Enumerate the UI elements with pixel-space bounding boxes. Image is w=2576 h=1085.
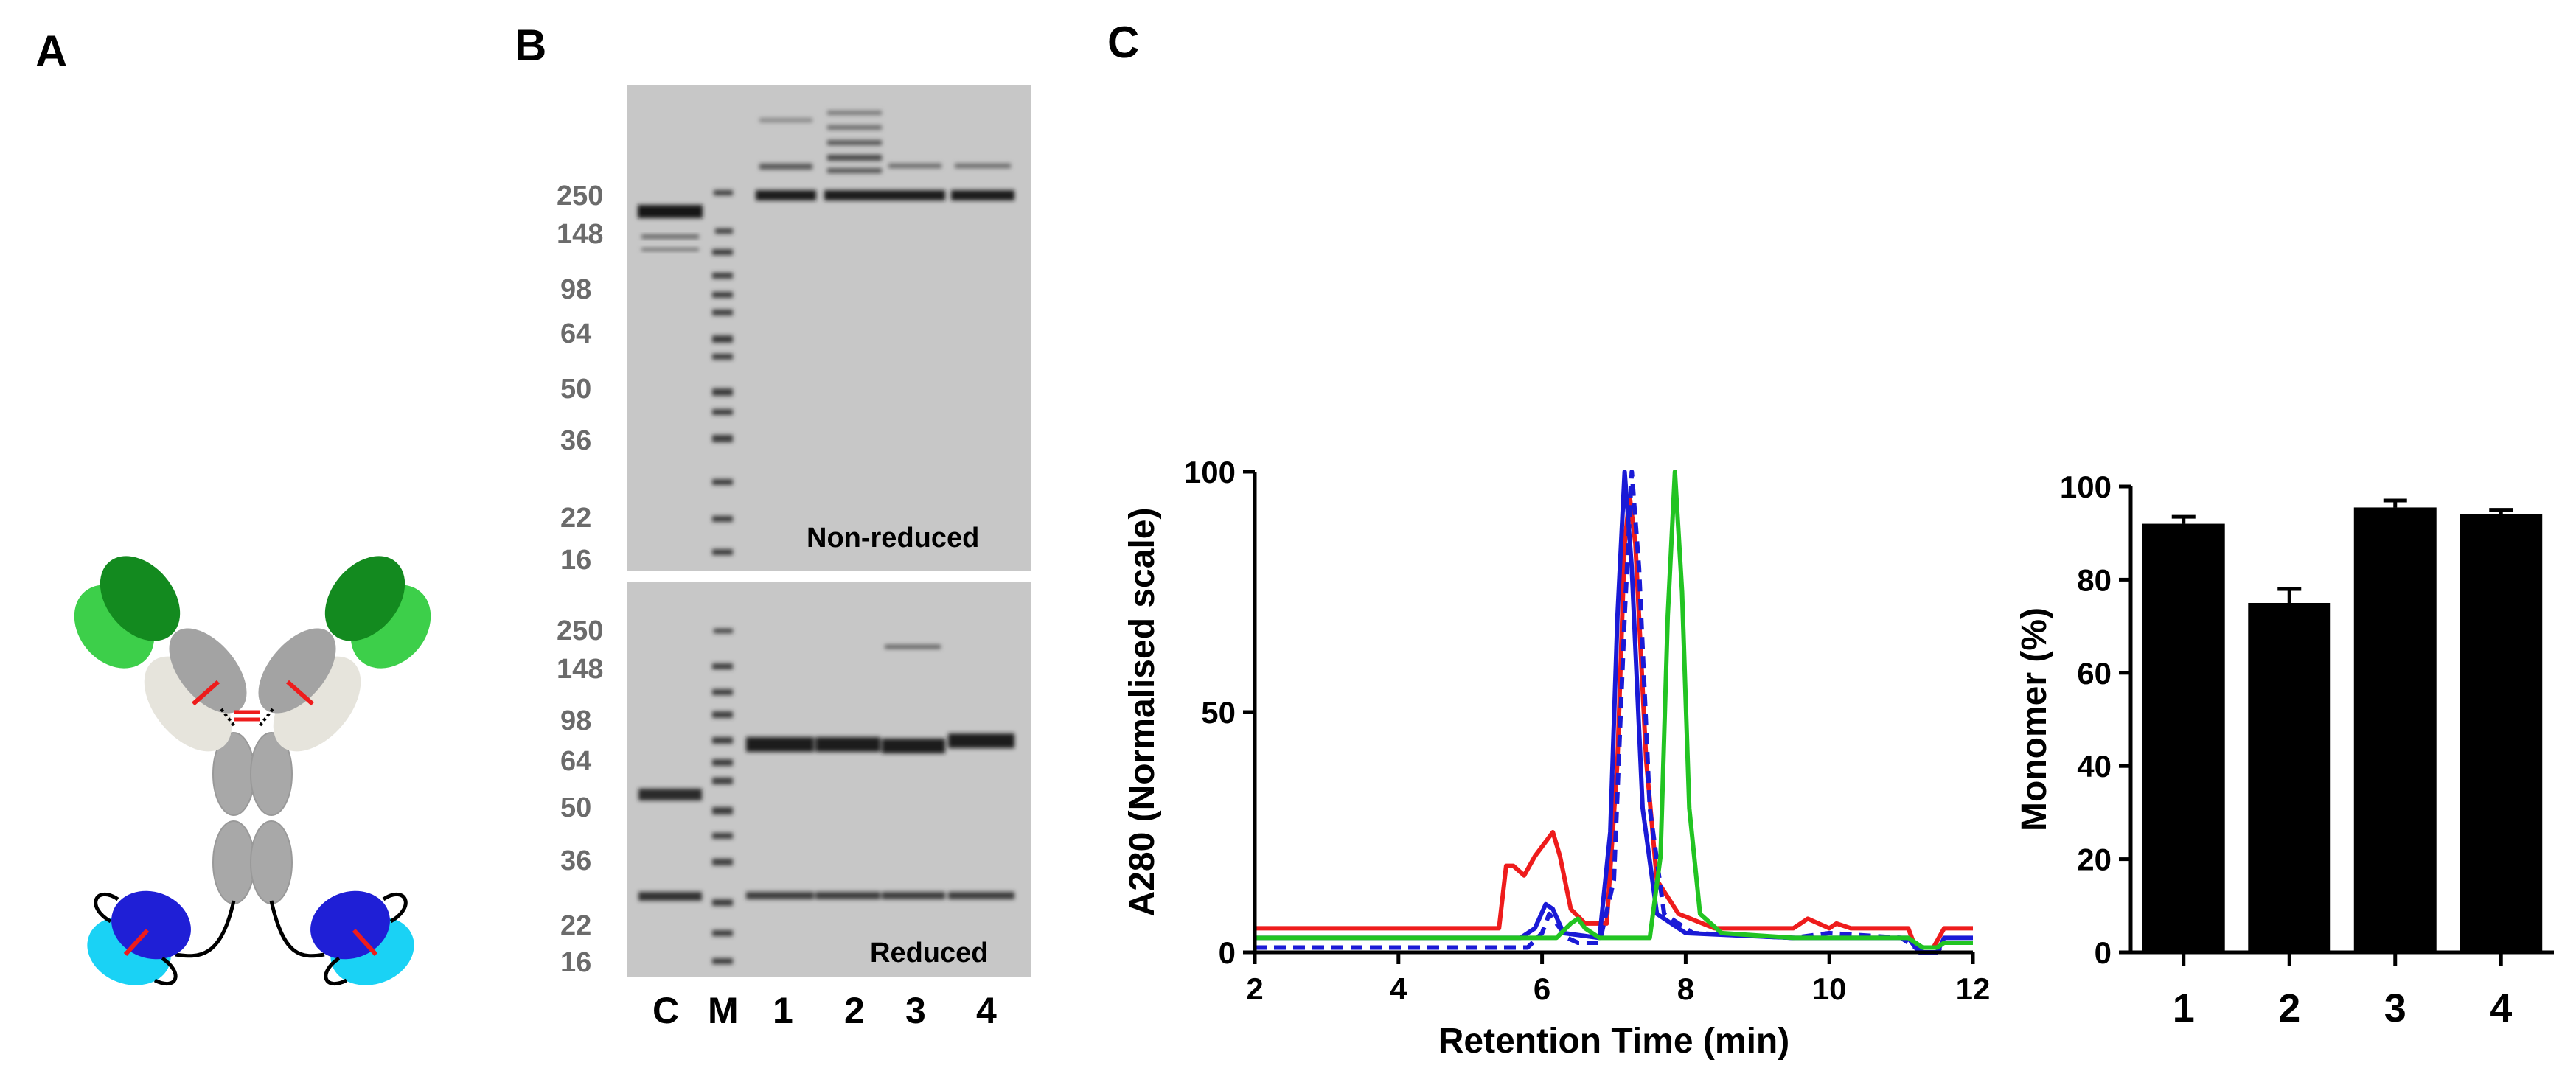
mw-label: 98 bbox=[560, 705, 591, 736]
disulfide-mark-left bbox=[192, 680, 220, 706]
bar-category-label: 4 bbox=[2490, 986, 2512, 1030]
sec-x-tick-label: 6 bbox=[1534, 971, 1550, 1006]
sec-series-line-1 bbox=[1255, 493, 1973, 950]
lane-label-4: 4 bbox=[976, 990, 997, 1031]
mw-labels-nonreduced: 250 148 98 64 50 36 22 16 bbox=[557, 181, 603, 576]
scfv-loop-left bbox=[94, 893, 178, 986]
panel-label-c: C bbox=[1107, 18, 1139, 67]
mw-label: 148 bbox=[557, 219, 603, 250]
bar-y-tick-label: 100 bbox=[2060, 470, 2112, 504]
scfv-loop-right bbox=[324, 893, 408, 986]
bar-category-label: 3 bbox=[2384, 986, 2406, 1030]
bar-y-tick-label: 20 bbox=[2077, 842, 2112, 877]
bar-category-label: 2 bbox=[2278, 986, 2300, 1030]
gel-nr-marker-ladder bbox=[712, 190, 733, 555]
gel-nr-band-c-2 bbox=[641, 234, 699, 239]
gel-nr-band-c-3 bbox=[641, 248, 699, 251]
linker-right bbox=[269, 900, 325, 958]
sec-y-tick-label: 0 bbox=[1219, 935, 1236, 970]
bar-y-axis-title: Monomer (%) bbox=[2015, 607, 2054, 831]
bar-category-label: 1 bbox=[2173, 986, 2195, 1030]
sec-x-axis-title: Retention Time (min) bbox=[1438, 1022, 1789, 1061]
sec-y-tick-label: 50 bbox=[1201, 695, 1236, 730]
sec-x-tick-label: 2 bbox=[1246, 971, 1263, 1006]
bar-1 bbox=[2142, 523, 2225, 952]
mw-label: 250 bbox=[557, 615, 603, 646]
scfv-mark-left bbox=[123, 928, 150, 957]
mw-label: 64 bbox=[560, 318, 591, 349]
mw-label: 98 bbox=[560, 274, 591, 305]
mw-label: 36 bbox=[560, 845, 591, 876]
scfv-heavy-right bbox=[310, 890, 390, 960]
mw-label: 50 bbox=[560, 374, 591, 405]
mw-label: 36 bbox=[560, 425, 591, 456]
linker-left bbox=[175, 900, 236, 958]
lane-label-m: M bbox=[708, 990, 739, 1031]
sec-x-tick-label: 4 bbox=[1390, 971, 1407, 1006]
bar-y-tick-label: 80 bbox=[2077, 562, 2112, 597]
fab-heavy-variable-right bbox=[324, 556, 405, 641]
disulfide-mark-right bbox=[286, 680, 314, 706]
hinge-link-right bbox=[258, 708, 274, 728]
mw-labels-reduced: 250 148 98 64 50 36 22 16 bbox=[557, 615, 603, 978]
panel-label-a: A bbox=[35, 27, 67, 76]
sec-x-tick-label: 12 bbox=[1956, 971, 1991, 1006]
gel-nonreduced-caption: Non-reduced bbox=[807, 523, 979, 554]
lane-label-1: 1 bbox=[773, 990, 793, 1031]
mw-label: 16 bbox=[560, 545, 591, 576]
lane-label-2: 2 bbox=[844, 990, 865, 1031]
scfv-heavy-left bbox=[111, 890, 191, 960]
fc-domain-4 bbox=[250, 820, 293, 904]
bar-y-tick-label: 0 bbox=[2095, 935, 2112, 970]
bar-2 bbox=[2248, 603, 2331, 952]
panel-label-b: B bbox=[515, 21, 546, 70]
hinge-link-left bbox=[220, 708, 236, 728]
sec-x-tick-label: 10 bbox=[1812, 971, 1847, 1006]
mw-label: 22 bbox=[560, 503, 591, 534]
gel-nr-sample-bands bbox=[756, 111, 1014, 200]
fc-domain-3 bbox=[212, 820, 255, 904]
gel-nonreduced: Non-reduced bbox=[627, 85, 1031, 571]
gel-reduced-background bbox=[627, 582, 1031, 977]
sec-y-tick-label: 100 bbox=[1184, 455, 1236, 489]
fab-heavy-variable-left bbox=[100, 556, 181, 641]
sec-series-line-4 bbox=[1255, 470, 1973, 950]
bar-y-tick-label: 60 bbox=[2077, 656, 2112, 691]
gel-red-sample-bands bbox=[638, 645, 1014, 901]
fab-heavy-constant-right bbox=[258, 628, 336, 714]
antibody-schematic bbox=[74, 556, 431, 986]
bar-3 bbox=[2353, 507, 2437, 952]
fab-heavy-constant-left bbox=[169, 628, 247, 714]
lane-labels: C M 1 2 3 4 bbox=[652, 990, 997, 1031]
gel-nr-band-c-main bbox=[638, 205, 703, 218]
mw-label: 16 bbox=[560, 947, 591, 978]
bar-4 bbox=[2460, 514, 2543, 952]
mw-label: 22 bbox=[560, 910, 591, 941]
mw-label: 250 bbox=[557, 181, 603, 212]
sec-ticks: 2 4 6 8 10 12 0 50 100 bbox=[1184, 455, 1990, 1006]
mw-label: 148 bbox=[557, 654, 603, 685]
bar-marks bbox=[2142, 498, 2543, 952]
lane-label-c: C bbox=[652, 990, 679, 1031]
gel-reduced: Reduced bbox=[627, 582, 1031, 977]
gel-red-marker-ladder bbox=[712, 629, 733, 964]
sec-traces bbox=[1255, 470, 1973, 955]
gel-reduced-caption: Reduced bbox=[870, 938, 988, 969]
lane-label-3: 3 bbox=[905, 990, 926, 1031]
fc-domain-2 bbox=[250, 732, 293, 816]
mw-label: 50 bbox=[560, 792, 591, 823]
bar-y-tick-label: 40 bbox=[2077, 749, 2112, 784]
scfv-mark-right bbox=[352, 928, 378, 957]
sec-y-axis-title: A280 (Normalised scale) bbox=[1123, 508, 1162, 917]
mw-label: 64 bbox=[560, 746, 591, 777]
sec-chromatogram: 2 4 6 8 10 12 0 50 100 Retention Time (min) A280… bbox=[1123, 455, 1990, 1061]
sec-x-tick-label: 8 bbox=[1677, 971, 1694, 1006]
